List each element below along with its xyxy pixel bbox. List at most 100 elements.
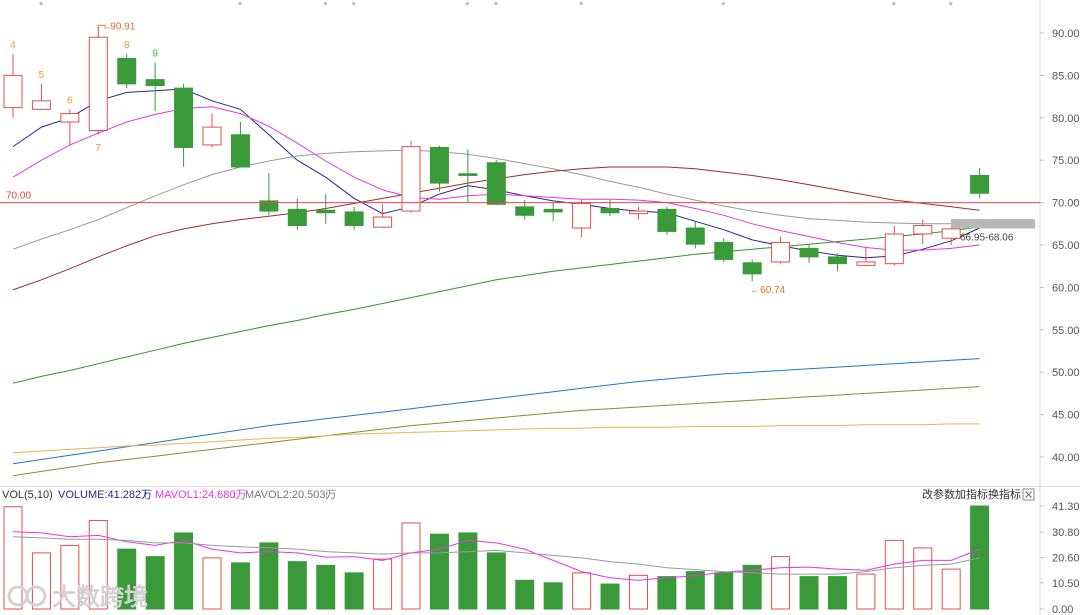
candle-body (913, 224, 933, 235)
indicator-controls: 改参数 加指标 换指标 (922, 487, 1035, 501)
candle[interactable]: 4 (3, 40, 23, 118)
volume-bar[interactable] (572, 572, 592, 610)
candle[interactable] (486, 160, 506, 206)
candle[interactable]: 6 (60, 95, 80, 145)
candle-body (88, 36, 108, 132)
candle[interactable]: 8 (117, 40, 137, 89)
volume-bar[interactable] (373, 558, 393, 610)
volume-bar[interactable] (856, 573, 876, 610)
volume-bar[interactable] (515, 579, 535, 610)
candlesticks[interactable]: 4 5 6 7 8 9 (3, 25, 990, 282)
volume-bar[interactable] (685, 571, 705, 610)
volume-bar[interactable] (230, 562, 250, 610)
change-params-button[interactable]: 改参数 (922, 487, 955, 501)
candle[interactable] (799, 245, 819, 263)
price-tick-label: 55.00 (1052, 325, 1080, 337)
volume-bar[interactable] (742, 564, 762, 610)
candle-body (628, 210, 648, 215)
candle[interactable] (714, 238, 734, 262)
candle[interactable] (543, 202, 563, 222)
volume-bar[interactable] (771, 556, 791, 610)
volume-bar[interactable] (941, 568, 961, 610)
moving-average-lines (12, 88, 980, 477)
candle-body (827, 256, 847, 265)
volume-bar[interactable] (970, 505, 990, 610)
candle[interactable] (344, 206, 364, 230)
candle[interactable] (628, 206, 648, 220)
volume-bar[interactable] (117, 548, 137, 610)
sequence-number: 6 (67, 95, 73, 106)
price-range-label: 66.95-68.06 (960, 232, 1014, 243)
volume-bar[interactable] (799, 576, 819, 610)
candle[interactable] (771, 236, 791, 264)
volume-bar[interactable] (429, 533, 449, 610)
candle-body (970, 174, 990, 194)
volume-bar[interactable] (657, 576, 677, 610)
candle-body (941, 228, 961, 239)
volume-bar[interactable] (628, 574, 648, 610)
volume-bar[interactable] (88, 519, 108, 610)
volume-bar[interactable] (174, 532, 194, 610)
candle[interactable] (884, 225, 904, 266)
candle[interactable] (856, 246, 876, 267)
candle[interactable] (429, 145, 449, 192)
volume-bar[interactable] (486, 552, 506, 610)
ma-line-5 (12, 226, 980, 384)
candle[interactable] (230, 122, 250, 168)
volume-bars[interactable] (3, 505, 990, 610)
volume-bar[interactable] (913, 547, 933, 610)
low-label: 60.74 (760, 285, 785, 296)
candle[interactable] (742, 259, 762, 282)
candle-body (31, 100, 51, 110)
candle[interactable] (373, 204, 393, 229)
candle[interactable]: 9 (145, 49, 165, 112)
candle[interactable] (287, 198, 307, 230)
candle[interactable] (259, 172, 279, 216)
volume-bar[interactable] (316, 564, 336, 610)
volume-bar[interactable] (344, 572, 364, 610)
volume-bar[interactable] (202, 557, 222, 610)
volume-bar[interactable] (884, 539, 904, 610)
candle[interactable] (970, 167, 990, 199)
high-label-arrow: ← (102, 21, 112, 32)
volume-bar[interactable] (714, 572, 734, 610)
candle[interactable] (685, 221, 705, 249)
volume-ma-lines (12, 531, 980, 581)
candle[interactable] (657, 206, 677, 235)
candle[interactable] (401, 140, 421, 213)
candle[interactable] (515, 200, 535, 220)
vol-legend-mavol2: MAVOL2:20.503万 (245, 489, 337, 501)
candle-body (373, 216, 393, 228)
close-icon[interactable] (1022, 488, 1035, 501)
volume-bar[interactable] (60, 544, 80, 610)
volume-bar[interactable] (3, 506, 23, 610)
candle[interactable] (458, 149, 478, 203)
volume-bar[interactable] (31, 552, 51, 610)
candle[interactable] (827, 253, 847, 272)
price-tick-label: 90.00 (1052, 28, 1080, 40)
candle[interactable] (913, 219, 933, 245)
candle[interactable]: 7 (88, 25, 108, 154)
price-axis: 90.00 85.00 80.00 75.00 70.00 65.00 60.00 55.00… (1040, 28, 1080, 464)
volume-bar[interactable] (600, 583, 620, 610)
ma-line-8 (12, 423, 980, 454)
volume-bar[interactable] (145, 556, 165, 610)
candle[interactable] (316, 194, 336, 224)
volume-tick-label: 10.50 (1052, 578, 1080, 590)
candle[interactable] (202, 113, 222, 148)
vol-legend-title: VOL(5,10) (2, 489, 53, 501)
volume-bar[interactable] (401, 522, 421, 610)
volume-bar[interactable] (543, 582, 563, 610)
volume-bar[interactable] (458, 532, 478, 610)
volume-bar[interactable] (827, 576, 847, 610)
volume-bar[interactable] (287, 561, 307, 610)
top-marker-icon: * (39, 0, 44, 12)
candle[interactable]: 5 (31, 70, 51, 111)
candle[interactable] (572, 200, 592, 238)
volume-bar[interactable] (259, 542, 279, 610)
candle[interactable] (174, 83, 194, 167)
candle[interactable] (941, 226, 961, 245)
add-indicator-button[interactable]: 加指标 (955, 487, 988, 501)
switch-indicator-button[interactable]: 换指标 (988, 487, 1021, 501)
